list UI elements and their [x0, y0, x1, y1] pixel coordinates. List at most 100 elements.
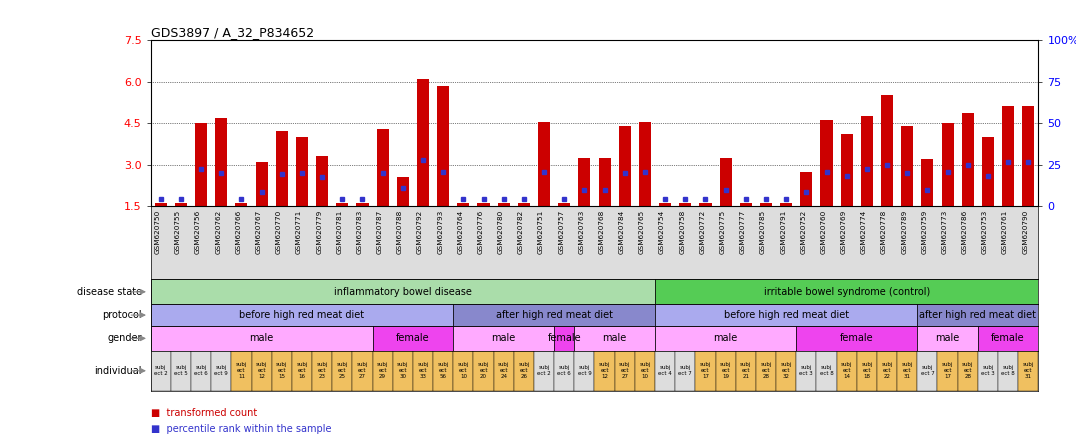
Bar	[877, 351, 897, 391]
Text: subj
ect
11: subj ect 11	[236, 362, 247, 379]
Text: GSM620779: GSM620779	[316, 210, 322, 254]
Bar	[962, 113, 974, 206]
Text: subj
ect
12: subj ect 12	[599, 362, 610, 379]
Text: subj
ect
56: subj ect 56	[438, 362, 449, 379]
Bar	[635, 351, 655, 391]
Bar	[151, 304, 453, 326]
Bar	[393, 351, 413, 391]
Text: subj
ect
17: subj ect 17	[699, 362, 711, 379]
Bar	[659, 203, 671, 206]
Text: subj
ect
17: subj ect 17	[942, 362, 953, 379]
Bar	[937, 351, 958, 391]
Bar	[171, 351, 192, 391]
Text: GSM620784: GSM620784	[619, 210, 625, 254]
Text: GSM620756: GSM620756	[195, 210, 201, 254]
Text: subj
ect 2: subj ect 2	[537, 365, 551, 376]
Text: GSM620791: GSM620791	[780, 210, 787, 254]
Bar	[554, 326, 575, 351]
Text: GSM620777: GSM620777	[740, 210, 746, 254]
Text: after high red meat diet: after high red meat diet	[496, 310, 612, 320]
Bar	[336, 203, 349, 206]
Bar	[695, 351, 716, 391]
Bar	[413, 351, 433, 391]
Text: GSM620752: GSM620752	[801, 210, 806, 254]
Bar	[639, 122, 651, 206]
Bar	[978, 326, 1038, 351]
Bar	[699, 203, 711, 206]
Text: GSM620768: GSM620768	[598, 210, 605, 254]
Bar	[453, 326, 554, 351]
Text: subj
ect 6: subj ect 6	[557, 365, 571, 376]
Bar	[215, 118, 227, 206]
Text: GSM620766: GSM620766	[236, 210, 241, 254]
Bar	[897, 351, 917, 391]
Text: GSM620767: GSM620767	[256, 210, 261, 254]
Text: GSM620785: GSM620785	[760, 210, 766, 254]
Text: GSM620776: GSM620776	[478, 210, 483, 254]
Text: GSM620757: GSM620757	[558, 210, 564, 254]
Bar	[316, 156, 328, 206]
Text: GSM620781: GSM620781	[337, 210, 342, 254]
Bar	[554, 351, 575, 391]
Text: female: female	[548, 333, 581, 343]
Bar	[820, 120, 833, 206]
Text: GSM620773: GSM620773	[942, 210, 948, 254]
Bar	[497, 203, 510, 206]
Text: subj
ect
24: subj ect 24	[498, 362, 509, 379]
Bar	[776, 351, 796, 391]
Bar	[881, 95, 893, 206]
Bar	[494, 351, 513, 391]
Text: after high red meat diet: after high red meat diet	[919, 310, 1036, 320]
Text: subj
ect 2: subj ect 2	[154, 365, 168, 376]
Bar	[579, 158, 591, 206]
Text: male: male	[492, 333, 515, 343]
Bar	[372, 326, 453, 351]
Text: GSM620759: GSM620759	[921, 210, 928, 254]
Bar	[917, 351, 937, 391]
Bar	[598, 158, 611, 206]
Bar	[861, 116, 873, 206]
Text: GSM620754: GSM620754	[660, 210, 665, 254]
Bar	[679, 203, 692, 206]
Text: subj
ect
33: subj ect 33	[417, 362, 428, 379]
Text: subj
ect 3: subj ect 3	[981, 365, 995, 376]
Bar	[837, 351, 856, 391]
Text: male: male	[713, 333, 738, 343]
Bar	[518, 203, 530, 206]
Text: GSM620790: GSM620790	[1022, 210, 1029, 254]
Text: subj
ect
16: subj ect 16	[296, 362, 308, 379]
Bar	[801, 171, 812, 206]
Text: subj
ect 5: subj ect 5	[174, 365, 188, 376]
Text: GSM620788: GSM620788	[397, 210, 402, 254]
Bar	[780, 203, 792, 206]
Bar	[352, 351, 372, 391]
Text: GSM620792: GSM620792	[417, 210, 423, 254]
Text: GSM620769: GSM620769	[840, 210, 847, 254]
Bar	[453, 304, 655, 326]
Bar	[513, 351, 534, 391]
Text: GSM620782: GSM620782	[518, 210, 524, 254]
Bar	[575, 351, 594, 391]
Text: GSM620760: GSM620760	[821, 210, 826, 254]
Bar	[958, 351, 978, 391]
Bar	[917, 304, 1038, 326]
Bar	[655, 326, 796, 351]
Text: GSM620761: GSM620761	[1002, 210, 1008, 254]
Bar	[1002, 107, 1014, 206]
Text: subj
ect 8: subj ect 8	[820, 365, 834, 376]
Text: subj
ect
26: subj ect 26	[519, 362, 529, 379]
Bar	[619, 126, 631, 206]
Text: subj
ect
21: subj ect 21	[740, 362, 751, 379]
Text: GSM620750: GSM620750	[155, 210, 160, 254]
Bar	[740, 203, 752, 206]
Bar	[978, 351, 999, 391]
Text: male: male	[250, 333, 273, 343]
Bar	[457, 203, 469, 206]
Text: female: female	[396, 333, 429, 343]
Bar	[416, 79, 429, 206]
Bar	[575, 326, 655, 351]
Text: GSM620772: GSM620772	[699, 210, 706, 254]
Text: subj
ect
22: subj ect 22	[881, 362, 893, 379]
Text: subj
ect
10: subj ect 10	[639, 362, 651, 379]
Text: GDS3897 / A_32_P834652: GDS3897 / A_32_P834652	[151, 26, 314, 39]
